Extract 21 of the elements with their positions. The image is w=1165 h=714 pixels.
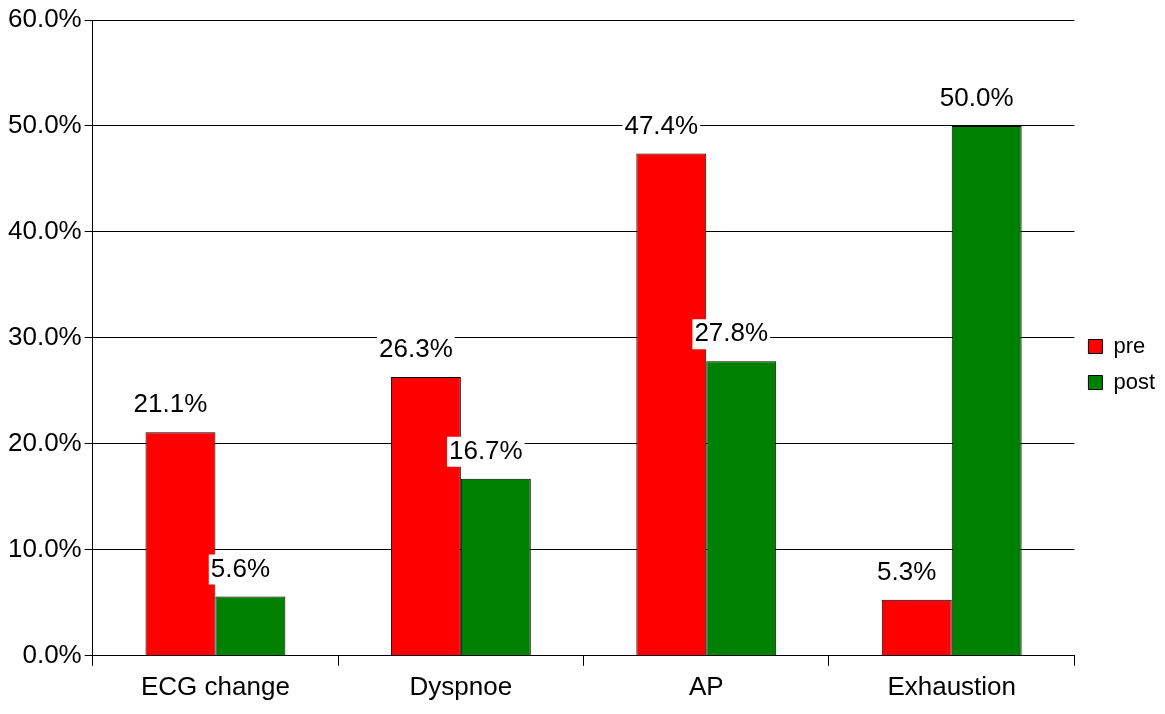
y-tick-label: 0.0% (22, 638, 82, 669)
y-tick-label: 10.0% (7, 533, 82, 564)
y-tick-label: 60.0% (7, 3, 82, 34)
data-label: 47.4% (624, 109, 699, 140)
legend-label: pre (1113, 332, 1146, 358)
y-tick-label: 50.0% (7, 109, 82, 140)
legend-label: post (1113, 368, 1156, 394)
data-label: 5.6% (210, 552, 271, 583)
x-tick-label: ECG change (141, 670, 290, 701)
x-tick-label: Dyspnoe (409, 670, 513, 701)
y-tick-label: 30.0% (7, 321, 82, 352)
y-tick-label: 40.0% (7, 215, 82, 246)
data-label: 16.7% (448, 435, 523, 466)
data-label: 26.3% (379, 333, 453, 364)
data-label: 50.0% (939, 82, 1014, 113)
x-tick-label: AP (688, 670, 724, 701)
data-label: 21.1% (133, 388, 208, 419)
data-label: 5.3% (877, 555, 937, 586)
y-tick-label: 20.0% (7, 427, 82, 458)
data-label: 27.8% (694, 317, 769, 348)
x-tick-label: Exhaustion (887, 670, 1017, 701)
